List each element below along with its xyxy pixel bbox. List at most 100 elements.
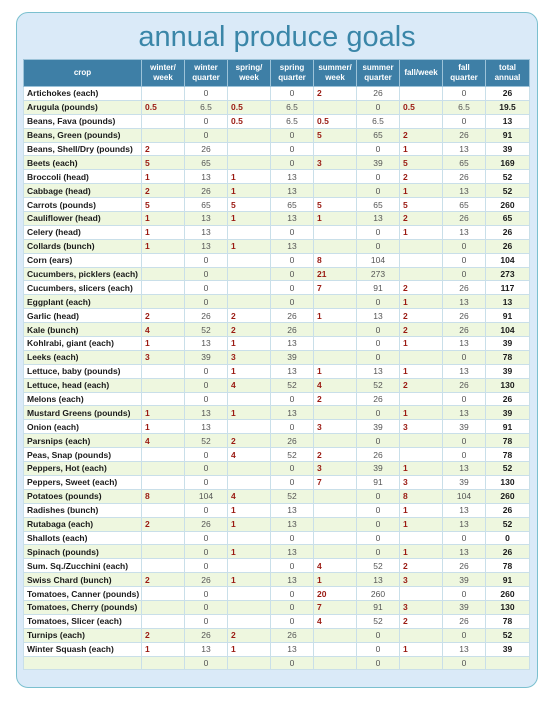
spring-quarter-cell: 52 [270, 488, 314, 504]
winter-quarter-cell: 0 [184, 655, 228, 671]
crop-cell: Cauliflower (head) [23, 211, 142, 226]
table-row: Carrots (pounds) 5 65 5 65 5 65 5 65 260 [23, 197, 530, 213]
spring-quarter-cell: 6.5 [270, 113, 314, 129]
crop-cell: Broccoli (head) [23, 169, 142, 185]
fall-week-cell: 1 [399, 516, 443, 532]
winter-week-cell: 1 [141, 641, 185, 657]
fall-week-cell: 1 [399, 544, 443, 560]
fall-quarter-cell: 0 [442, 433, 486, 449]
winter-week-cell [141, 266, 185, 282]
winter-quarter-cell: 0 [184, 86, 228, 101]
fall-quarter-cell: 13 [442, 183, 486, 199]
crop-cell: Spinach (pounds) [23, 544, 142, 560]
summer-week-cell [313, 169, 357, 185]
total-annual-cell: 273 [485, 266, 530, 282]
crop-cell: Cucumbers, picklers (each) [23, 266, 142, 282]
fall-week-cell: 2 [399, 322, 443, 338]
table-row: Tomatoes, Slicer (each) 0 0 4 52 2 26 78 [23, 613, 530, 629]
summer-quarter-cell: 0 [356, 294, 400, 310]
fall-week-cell [399, 433, 443, 449]
summer-quarter-cell: 0 [356, 349, 400, 365]
winter-quarter-cell: 65 [184, 155, 228, 171]
crop-cell: Beans, Green (pounds) [23, 127, 142, 143]
summer-week-cell: 4 [313, 613, 357, 629]
summer-quarter-cell: 52 [356, 613, 400, 629]
total-annual-cell: 39 [485, 405, 530, 421]
total-annual-cell: 52 [485, 461, 530, 476]
summer-quarter-cell: 52 [356, 377, 400, 393]
crop-cell: Sum. Sq./Zucchini (each) [23, 558, 142, 574]
summer-quarter-cell: 0 [356, 141, 400, 157]
winter-quarter-cell: 0 [184, 613, 228, 629]
winter-week-cell [141, 363, 185, 379]
crop-cell: Tomatoes, Canner (pounds) [23, 586, 142, 601]
spring-week-cell [227, 474, 271, 490]
crop-cell: Winter Squash (each) [23, 641, 142, 657]
fall-quarter-cell: 0 [442, 266, 486, 282]
crop-cell: Peppers, Hot (each) [23, 461, 142, 476]
summer-quarter-cell: 91 [356, 280, 400, 296]
winter-week-cell: 1 [141, 238, 185, 254]
winter-quarter-cell: 0 [184, 391, 228, 407]
spring-week-cell: 1 [227, 169, 271, 185]
summer-quarter-cell: 65 [356, 127, 400, 143]
spring-week-cell [227, 530, 271, 546]
crop-cell: Kohlrabi, giant (each) [23, 336, 142, 351]
winter-quarter-cell: 0 [184, 586, 228, 601]
fall-quarter-cell: 13 [442, 363, 486, 379]
winter-week-cell: 4 [141, 433, 185, 449]
winter-quarter-cell: 26 [184, 141, 228, 157]
summer-quarter-cell: 0 [356, 641, 400, 657]
spring-week-cell [227, 224, 271, 240]
winter-quarter-cell: 13 [184, 211, 228, 226]
table-row: Peppers, Hot (each) 0 0 3 39 1 13 52 [23, 461, 530, 476]
winter-week-cell [141, 474, 185, 490]
spring-quarter-cell: 0 [270, 86, 314, 101]
page-title: annual produce goals [138, 21, 416, 53]
summer-week-cell [313, 224, 357, 240]
summer-week-cell: 8 [313, 252, 357, 268]
crop-cell: Beans, Shell/Dry (pounds) [23, 141, 142, 157]
document-frame: annual produce goals crop winter/ week w… [16, 12, 538, 688]
total-annual-cell: 13 [485, 294, 530, 310]
summer-quarter-cell: 26 [356, 86, 400, 101]
winter-quarter-cell: 0 [184, 502, 228, 518]
table-row: 0 0 0 0 [23, 655, 530, 671]
summer-quarter-cell: 13 [356, 572, 400, 588]
crop-cell: Rutabaga (each) [23, 516, 142, 532]
table-row: Spinach (pounds) 0 1 13 0 1 13 26 [23, 544, 530, 560]
winter-quarter-cell: 0 [184, 530, 228, 546]
fall-week-cell: 0.5 [399, 99, 443, 115]
summer-week-cell [313, 655, 357, 671]
winter-week-cell [141, 655, 185, 671]
total-annual-cell: 78 [485, 349, 530, 365]
spring-quarter-cell: 13 [270, 544, 314, 560]
summer-quarter-cell: 0 [356, 99, 400, 115]
winter-quarter-cell: 13 [184, 169, 228, 185]
table-row: Shallots (each) 0 0 0 0 0 [23, 530, 530, 546]
fall-quarter-cell: 26 [442, 127, 486, 143]
winter-week-cell: 2 [141, 516, 185, 532]
summer-week-cell [313, 322, 357, 338]
winter-week-cell [141, 544, 185, 560]
total-annual-cell: 91 [485, 308, 530, 324]
crop-cell: Beets (each) [23, 155, 142, 171]
total-annual-cell: 169 [485, 155, 530, 171]
summer-quarter-cell: 39 [356, 461, 400, 476]
table-row: Beets (each) 5 65 0 3 39 5 65 169 [23, 155, 530, 171]
total-annual-cell: 26 [485, 544, 530, 560]
fall-week-cell: 1 [399, 183, 443, 199]
summer-week-cell: 1 [313, 211, 357, 226]
table-row: Potatoes (pounds) 8 104 4 52 0 8 104 260 [23, 488, 530, 504]
winter-week-cell [141, 86, 185, 101]
spring-week-cell: 1 [227, 502, 271, 518]
summer-week-cell: 21 [313, 266, 357, 282]
winter-week-cell: 2 [141, 627, 185, 643]
spring-quarter-cell: 0 [270, 224, 314, 240]
fall-quarter-cell: 39 [442, 572, 486, 588]
summer-week-cell [313, 544, 357, 560]
fall-quarter-cell: 26 [442, 169, 486, 185]
total-annual-cell: 26 [485, 502, 530, 518]
crop-cell: Lettuce, head (each) [23, 377, 142, 393]
spring-week-cell [227, 461, 271, 476]
